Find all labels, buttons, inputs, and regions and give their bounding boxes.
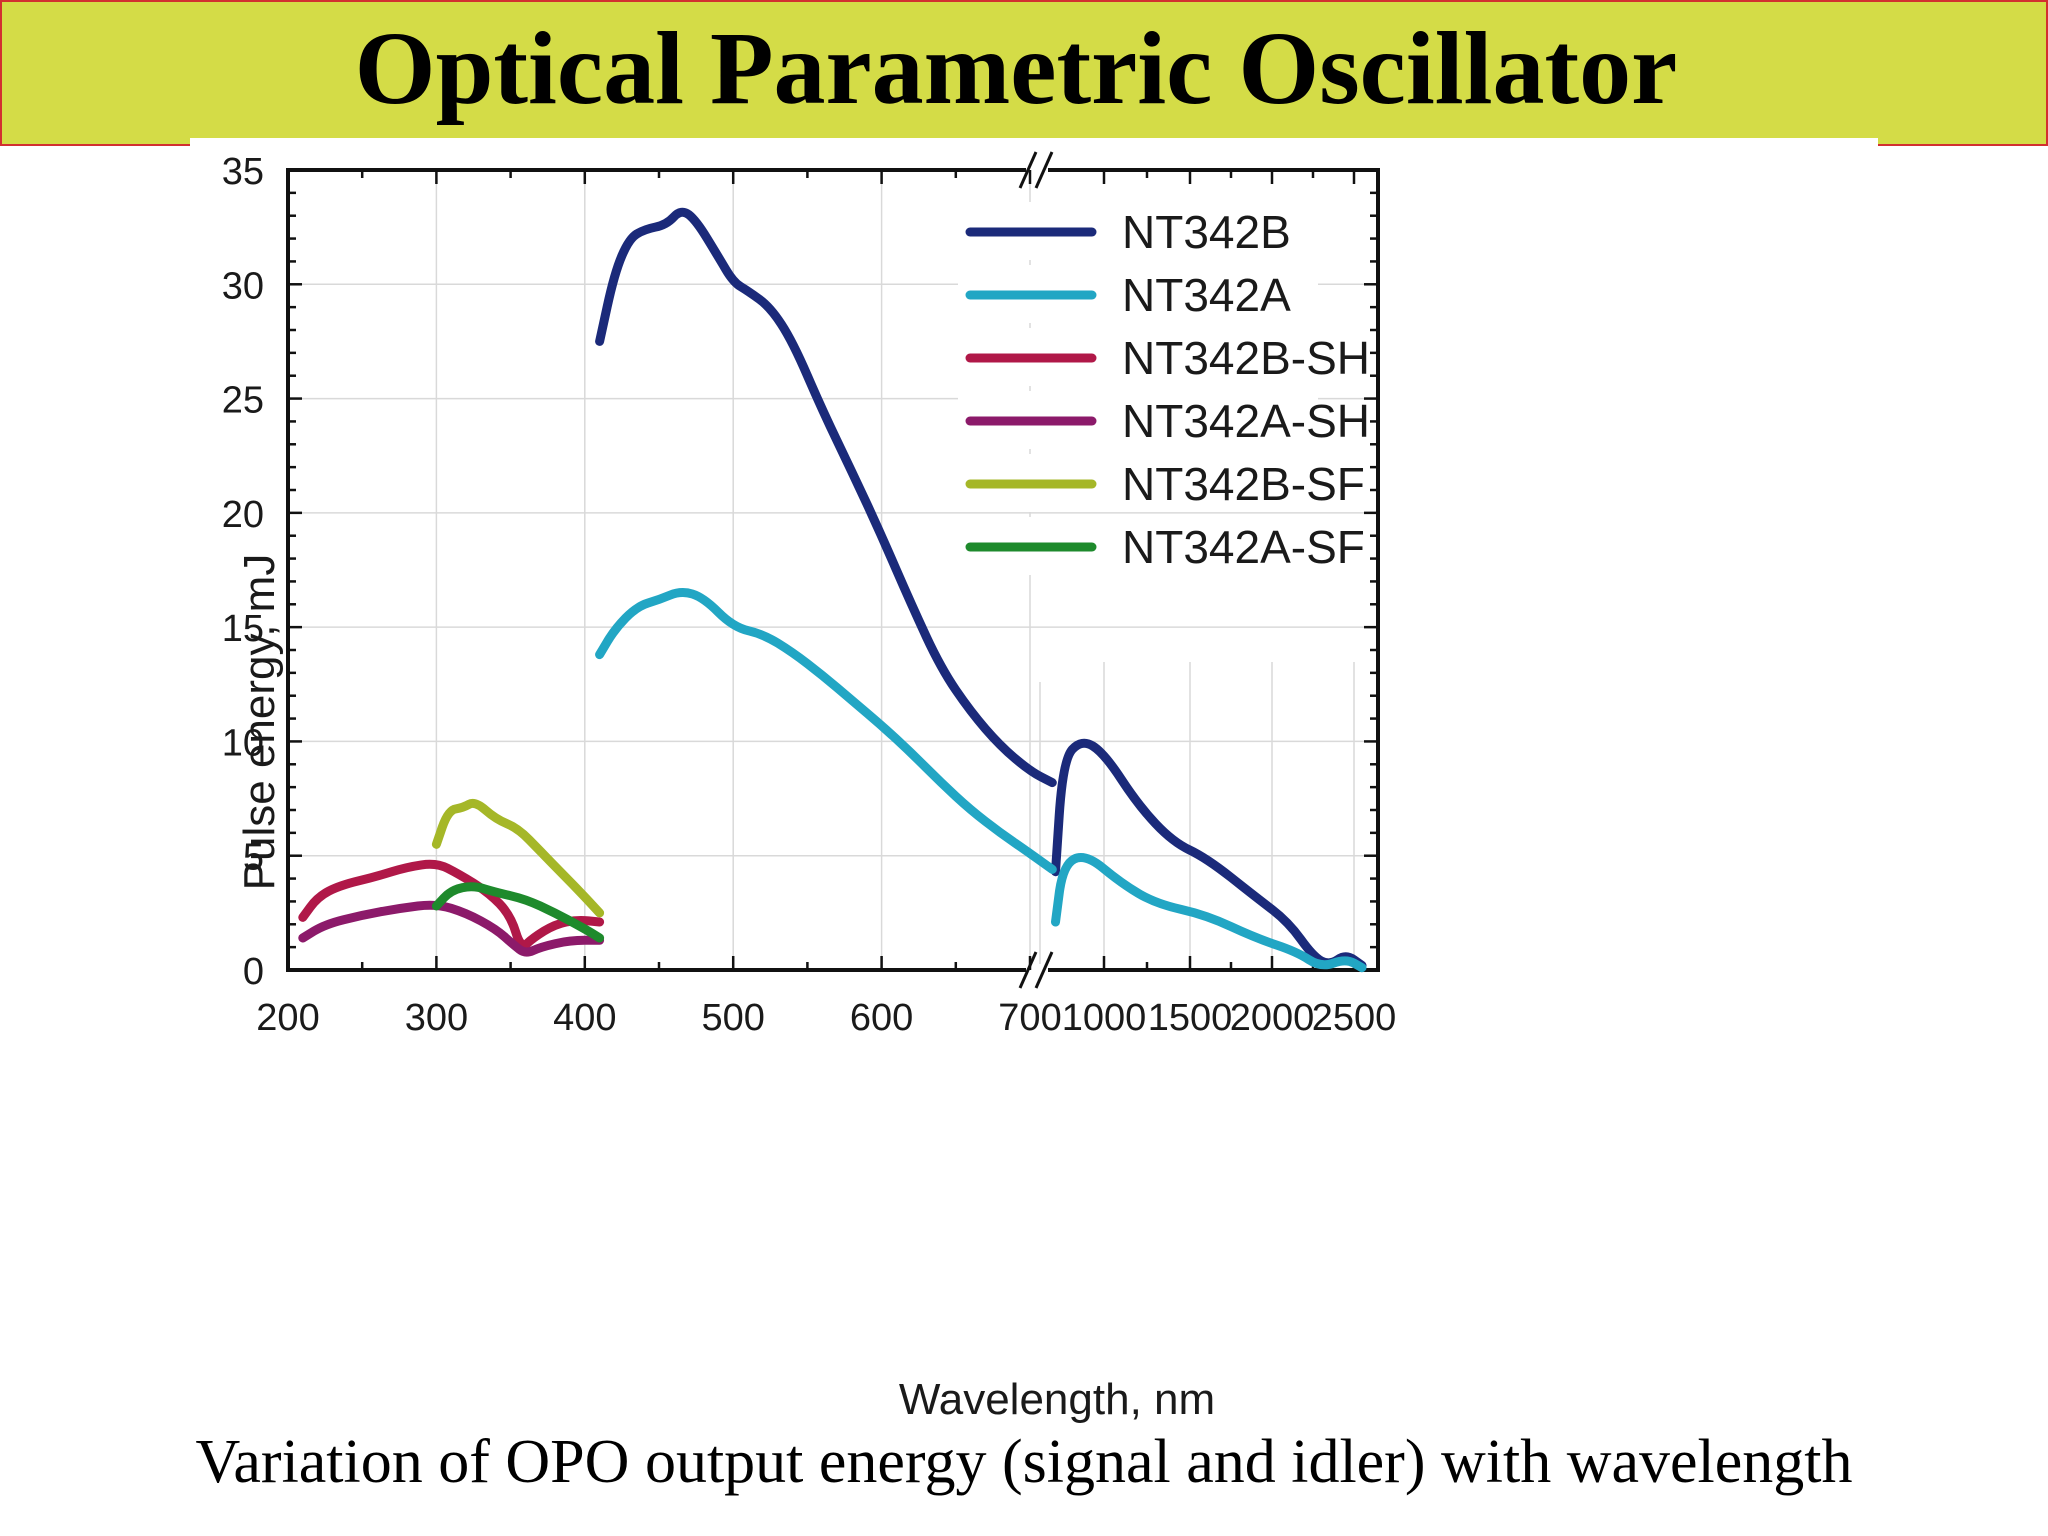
y-tick-label: 15 [222,608,264,650]
x-tick-label: 700 [998,997,1061,1039]
series-nt342b [595,207,1367,970]
legend-label: NT342A-SH [1122,395,1370,447]
legend-label: NT342A [1122,269,1291,321]
x-tick-label: 300 [405,997,468,1039]
legend-label: NT342A-SF [1122,521,1365,573]
y-tick-label: 20 [222,494,264,536]
x-tick-label: 200 [256,997,319,1039]
chart-panel: 0 5 10 15 20 25 30 35 200 300 400 500 600 700 1000 1500… [190,142,1878,1432]
legend-label: NT342B [1122,206,1291,258]
x-tick-label: 1500 [1148,997,1233,1039]
y-tick-label: 30 [222,265,264,307]
y-axis-label: Pulse energy, mJ [235,554,284,891]
series-nt342a-sh [298,900,605,957]
series-line [298,859,605,950]
series-line [595,588,1057,874]
series-nt342b-sf [431,798,605,918]
axis-break-mark [1034,951,1054,989]
axis-break-mark [1018,151,1038,189]
x-tick-label: 500 [701,997,764,1039]
series-nt342a-sf [431,882,605,943]
y-tick-label: 0 [243,951,264,993]
tick-labels: 0 5 10 15 20 25 30 35 200 300 400 500 600 700 1000 1500… [222,151,1397,1039]
series-line [1051,853,1367,973]
caption: Variation of OPO output energy (signal a… [195,1428,1853,1496]
legend-label: NT342B-SH [1122,332,1370,384]
y-tick-label: 35 [222,151,264,193]
y-tick-label: 10 [222,722,264,764]
series-nt342b-sh [298,859,605,950]
axes [286,151,1380,989]
axis-break-mark [1018,951,1038,989]
x-tick-label: 400 [553,997,616,1039]
y-tick-label: 25 [222,380,264,422]
legend-label: NT342B-SF [1122,458,1365,510]
series-line [431,882,605,943]
legend: NT342B NT342A NT342B-SH NT342A-SH NT342B-SF N… [958,202,1370,575]
axis-break-mark [1034,151,1054,189]
x-tick-label: 2000 [1230,997,1315,1039]
series-line [595,207,1057,788]
title-bar: Optical Parametric Oscillator [0,0,2048,146]
x-tick-label: 1000 [1062,997,1147,1039]
page-title: Optical Parametric Oscillator [354,10,1678,126]
chart: 0 5 10 15 20 25 30 35 200 300 400 500 600 700 1000 1500… [222,151,1397,1424]
x-axis-label: Wavelength, nm [899,1375,1215,1424]
y-tick-label: 5 [243,837,264,879]
x-tick-label: 600 [850,997,913,1039]
x-tick-label: 2500 [1312,997,1397,1039]
series-nt342a [595,588,1367,973]
series-line [298,900,605,957]
series-line [431,798,605,918]
plot-frame [286,168,1380,972]
series-line [1051,738,1367,970]
series-layer [298,207,1367,973]
